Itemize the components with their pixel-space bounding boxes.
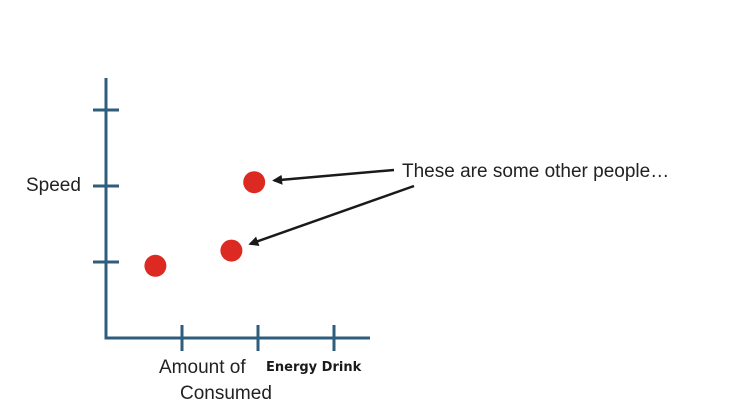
annotation-arrow-1 <box>272 168 395 185</box>
data-point-3 <box>243 171 266 194</box>
y-axis-label: Speed <box>26 175 81 196</box>
data-point-1 <box>144 254 167 277</box>
x-axis-label-prefix: Amount of <box>159 357 246 378</box>
annotation-text: These are some other people… <box>402 161 669 182</box>
x-axis-label-emphasis: Energy Drink <box>266 360 362 375</box>
axes-lines <box>104 78 370 340</box>
data-point-2 <box>220 239 243 262</box>
annotation-arrow-2 <box>248 184 415 246</box>
x-axis-label-line2: Consumed <box>180 383 272 404</box>
